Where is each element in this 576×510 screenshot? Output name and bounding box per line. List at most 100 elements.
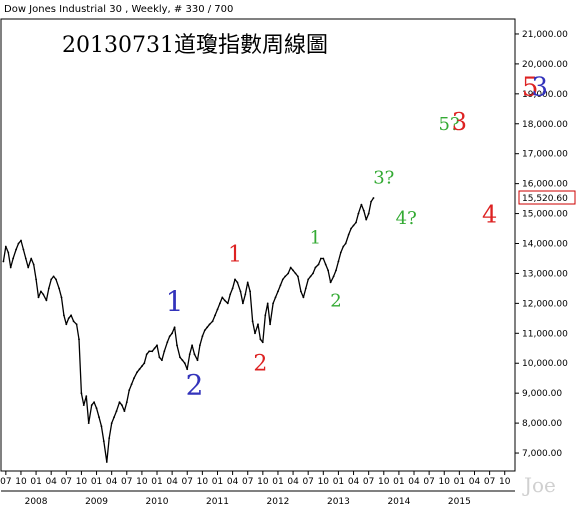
data-point xyxy=(335,269,337,272)
data-point xyxy=(246,281,249,284)
data-point xyxy=(281,278,284,281)
data-point xyxy=(7,251,10,254)
data-point xyxy=(367,212,370,215)
last-price-label: 15,520.60 xyxy=(522,194,568,204)
data-point xyxy=(322,257,325,260)
year-label: 2013 xyxy=(327,497,350,507)
data-point xyxy=(347,233,350,236)
x-tick-label: 07 xyxy=(302,477,313,487)
data-point xyxy=(115,410,118,412)
data-point xyxy=(4,245,7,248)
data-point xyxy=(108,437,111,439)
wave-label: 3? xyxy=(373,168,394,189)
data-point xyxy=(100,425,103,427)
data-point xyxy=(312,272,314,275)
data-point xyxy=(292,269,294,272)
x-tick-label: 04 xyxy=(227,477,239,487)
year-label: 2010 xyxy=(146,497,169,507)
data-point xyxy=(173,326,176,329)
data-point xyxy=(201,335,204,338)
data-point xyxy=(234,278,236,281)
data-point xyxy=(372,197,375,199)
data-point xyxy=(302,296,305,299)
x-tick-label: 04 xyxy=(408,477,420,487)
data-point xyxy=(355,221,357,224)
watermark: Joe xyxy=(522,473,556,497)
data-point xyxy=(67,317,70,320)
x-tick-label: 01 xyxy=(454,477,465,487)
y-tick-label: 20,000.00 xyxy=(522,60,568,70)
x-tick-label: 01 xyxy=(212,477,223,487)
y-tick-label: 21,000.00 xyxy=(522,30,568,40)
year-label: 2012 xyxy=(267,497,290,507)
x-tick-label: 04 xyxy=(287,477,299,487)
data-point xyxy=(24,257,27,260)
data-point xyxy=(60,296,63,299)
data-point xyxy=(65,323,68,326)
data-point xyxy=(52,275,55,278)
data-point xyxy=(229,293,232,296)
data-point xyxy=(138,368,141,371)
chart-header: Dow Jones Industrial 30 , Weekly, # 330 … xyxy=(4,4,233,15)
data-point xyxy=(223,299,226,302)
data-point xyxy=(123,410,126,412)
data-point xyxy=(289,266,292,269)
data-point xyxy=(90,404,93,406)
data-point xyxy=(22,248,25,251)
x-tick-label: 01 xyxy=(151,477,162,487)
data-point xyxy=(350,227,352,230)
wave-label: 5 xyxy=(522,72,539,102)
data-point xyxy=(199,344,201,347)
x-tick-label: 04 xyxy=(45,477,57,487)
x-tick-label: 07 xyxy=(0,477,11,487)
data-point xyxy=(357,212,360,215)
x-tick-label: 04 xyxy=(469,477,481,487)
data-point xyxy=(226,302,229,305)
data-point xyxy=(300,290,302,293)
data-point xyxy=(17,242,20,245)
data-point xyxy=(179,356,181,359)
data-point xyxy=(35,278,37,281)
data-point xyxy=(50,278,53,281)
data-point xyxy=(110,422,113,424)
data-point xyxy=(239,290,242,293)
data-point xyxy=(55,278,57,281)
data-point xyxy=(203,329,206,332)
data-point xyxy=(78,338,80,341)
x-tick-label: 01 xyxy=(30,477,41,487)
data-point xyxy=(15,248,17,251)
data-point xyxy=(365,218,368,221)
x-tick-label: 07 xyxy=(182,477,193,487)
y-tick-label: 10,000.00 xyxy=(522,359,568,369)
y-tick-label: 18,000.00 xyxy=(522,120,568,130)
data-point xyxy=(216,308,219,311)
data-point xyxy=(332,275,335,278)
x-tick-label: 07 xyxy=(423,477,434,487)
x-tick-label: 10 xyxy=(197,477,209,487)
data-point xyxy=(176,344,178,347)
x-tick-label: 01 xyxy=(393,477,404,487)
data-point xyxy=(249,290,252,293)
data-point xyxy=(136,371,139,374)
data-point xyxy=(324,263,327,266)
data-point xyxy=(130,383,133,386)
data-point xyxy=(251,320,254,323)
price-series xyxy=(2,197,375,463)
year-label: 2008 xyxy=(25,497,48,507)
data-point xyxy=(58,287,60,290)
data-point xyxy=(221,296,224,299)
data-point xyxy=(339,251,342,254)
data-point xyxy=(307,278,310,281)
data-point xyxy=(133,377,135,380)
data-point xyxy=(30,257,33,260)
wave-label: 1 xyxy=(228,243,242,268)
data-point xyxy=(370,200,372,203)
data-point xyxy=(266,302,269,305)
x-tick-label: 10 xyxy=(499,477,511,487)
y-tick-label: 13,000.00 xyxy=(522,269,568,279)
data-point xyxy=(143,362,146,365)
data-point xyxy=(344,242,347,245)
data-point xyxy=(211,320,214,323)
data-point xyxy=(40,290,42,293)
data-point xyxy=(214,314,217,317)
